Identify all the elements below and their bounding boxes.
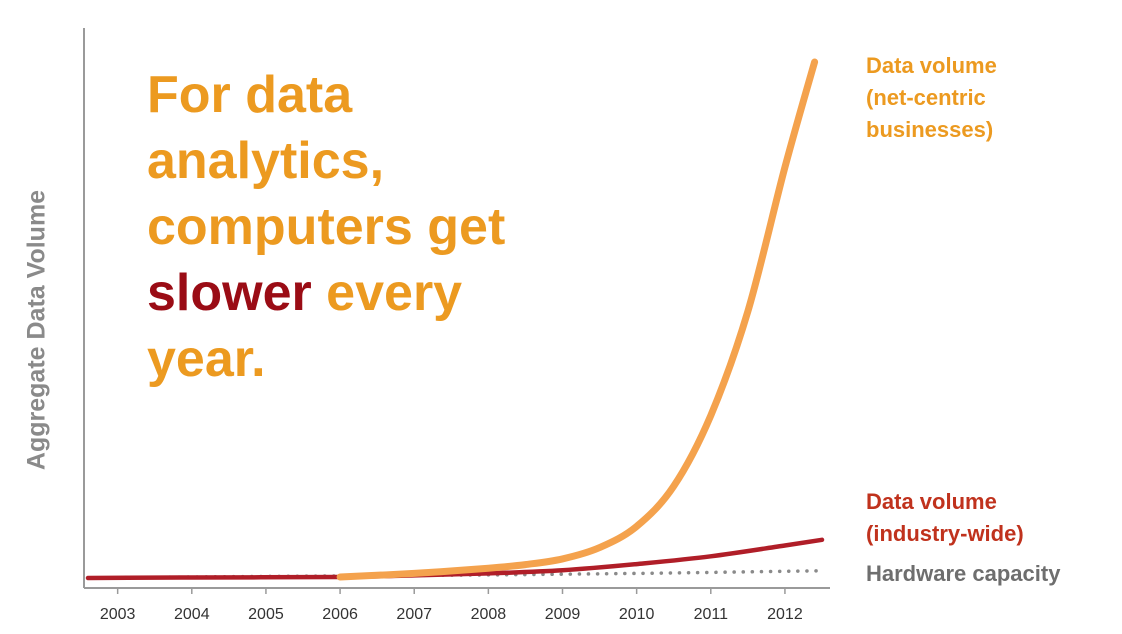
x-tick-label-2004: 2004: [174, 606, 210, 623]
x-tick-label-2005: 2005: [248, 606, 284, 623]
x-tick-label-2010: 2010: [619, 606, 655, 623]
x-tick-label-2012: 2012: [767, 606, 803, 623]
series-line-industry-wide: [85, 537, 825, 581]
headline-line-5: year.: [147, 330, 266, 388]
x-tick-label-2008: 2008: [471, 606, 507, 623]
x-tick-label-2009: 2009: [545, 606, 581, 623]
headline-line-4: slower every: [147, 260, 567, 326]
label-industry-wide-line-2: (industry-wide): [866, 521, 1024, 546]
headline-line-1: For data: [147, 66, 353, 124]
headline-word-every: every: [311, 264, 463, 322]
label-net-centric-line-3: businesses): [866, 117, 994, 142]
headline-line-2: analytics,: [147, 132, 385, 190]
series-line-net-centric: [336, 58, 819, 581]
label-net-centric-line-1: Data volume: [866, 53, 997, 78]
headline-word-slower: slower: [147, 264, 312, 322]
headline-line-3: computers get: [147, 198, 506, 256]
label-hardware-capacity: Hardware capacity: [866, 561, 1061, 586]
headline: For data analytics, computers get slower…: [147, 62, 567, 392]
x-tick-label-2007: 2007: [396, 606, 432, 623]
label-net-centric-line-2: (net-centric: [866, 85, 986, 110]
x-tick-label-2003: 2003: [100, 606, 136, 623]
label-industry-wide: Data volume (industry-wide): [866, 486, 1024, 550]
y-axis-label: Aggregate Data Volume: [22, 189, 51, 471]
x-tick-label-2011: 2011: [694, 606, 729, 623]
label-net-centric: Data volume (net-centric businesses): [866, 50, 997, 146]
label-industry-wide-line-1: Data volume: [866, 489, 997, 514]
x-tick-label-2006: 2006: [322, 606, 358, 623]
